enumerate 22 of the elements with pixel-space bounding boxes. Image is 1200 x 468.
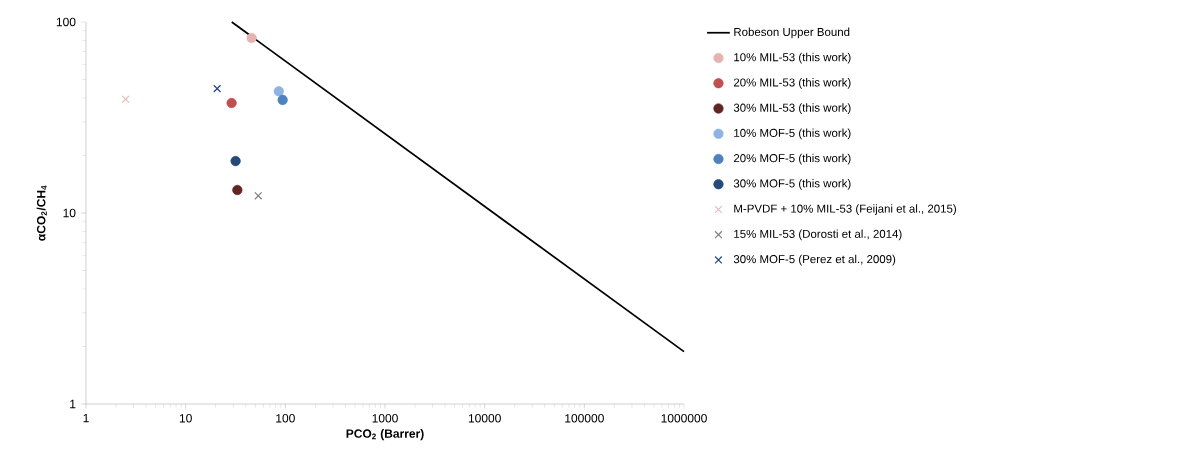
legend-label: 15% MIL-53 (Dorosti et al., 2014) [734,229,902,241]
legend-label: 20% MIL-53 (this work) [733,78,851,89]
legend-label: M-PVDF + 10% MIL-53 (Feijani et al., 2015) [734,204,957,215]
x-tick-label: 100000 [565,414,604,423]
x-tick-label: 100 [276,414,295,423]
x-tick-label: 10 [179,414,192,423]
legend-label: 10% MIL-53 (this work) [734,52,851,64]
x-tick-label: 1000000 [661,414,707,423]
legend-label: 30% MOF-5 (Perez et al., 2009) [733,254,896,266]
x-tick-label: 1000 [372,414,398,423]
x-axis-title: PCO$_{2}$ (Barrer) [346,429,424,441]
y-axis-title: αCO$_{2}$/CH$_{4}$ [36,185,47,241]
legend-label: 30% MIL-53 (this work) [733,103,851,114]
legend-label: 10% MOF-5 (this work) [734,128,851,140]
y-tick-label: 100 [56,17,76,27]
legend-label: 30% MOF-5 (this work) [733,179,851,190]
x-tick-label: 1 [83,414,89,423]
x-tick-label: 10000 [468,414,501,423]
y-tick-label: 1 [70,399,76,409]
legend-label: 20% MOF-5 (this work) [733,153,851,165]
legend-label: Robeson Upper Bound [734,27,850,39]
y-tick-label: 10 [63,208,76,218]
